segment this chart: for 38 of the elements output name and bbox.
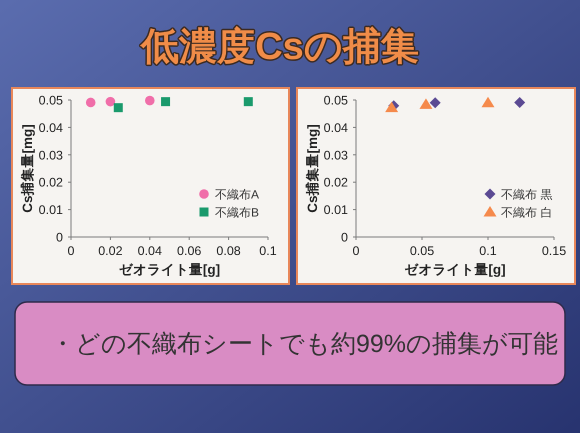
point [145, 96, 155, 106]
y-tick-label: 0.02 [324, 176, 348, 190]
y-tick-label: 0.01 [38, 203, 64, 218]
point [106, 96, 116, 106]
x-tick-label: 0.08 [216, 244, 241, 258]
y-tick-label: 0.03 [38, 148, 64, 162]
x-tick-label: 0 [68, 244, 75, 258]
point [114, 103, 123, 112]
x-tick-label: 0.05 [410, 244, 434, 258]
point [86, 98, 96, 108]
x-axis-title: ゼオライト量[g] [404, 262, 506, 277]
y-tick-label: 0.04 [324, 120, 348, 135]
y-tick-label: 0.02 [38, 176, 64, 190]
y-tick-label: 0.05 [38, 94, 64, 108]
y-tick-label: 0.03 [324, 148, 348, 162]
y-axis-title: Cs捕集量[mg] [19, 124, 35, 213]
y-tick-label: 0 [56, 230, 64, 244]
y-tick-label: 0.01 [324, 203, 348, 218]
y-tick-label: 0 [341, 230, 348, 244]
x-tick-label: 0.02 [98, 244, 123, 258]
x-tick-label: 0.1 [479, 244, 497, 258]
x-tick-label: 0.04 [138, 244, 162, 258]
text: ・どの不織布シートでも約99%の捕集が可能 [50, 330, 558, 358]
legend-label: 不織布A [215, 188, 260, 202]
x-tick-label: 0.1 [259, 244, 277, 258]
y-tick-label: 0.05 [324, 94, 348, 108]
legend-label: 不織布B [215, 206, 260, 220]
legend-label: 不織布 白 [501, 206, 552, 220]
legend-label: 不織布 黒 [501, 188, 552, 202]
x-axis-title: ゼオライト量[g] [118, 262, 220, 277]
x-tick-label: 0.06 [177, 244, 202, 258]
x-tick-label: 0.15 [542, 244, 566, 258]
chart-title: 低濃度Csの捕集 [139, 25, 419, 68]
point [161, 97, 170, 106]
x-tick-label: 0 [352, 244, 360, 258]
y-tick-label: 0.04 [38, 120, 64, 135]
y-axis-title: Cs捕集量[mg] [304, 124, 320, 213]
point [244, 97, 253, 106]
